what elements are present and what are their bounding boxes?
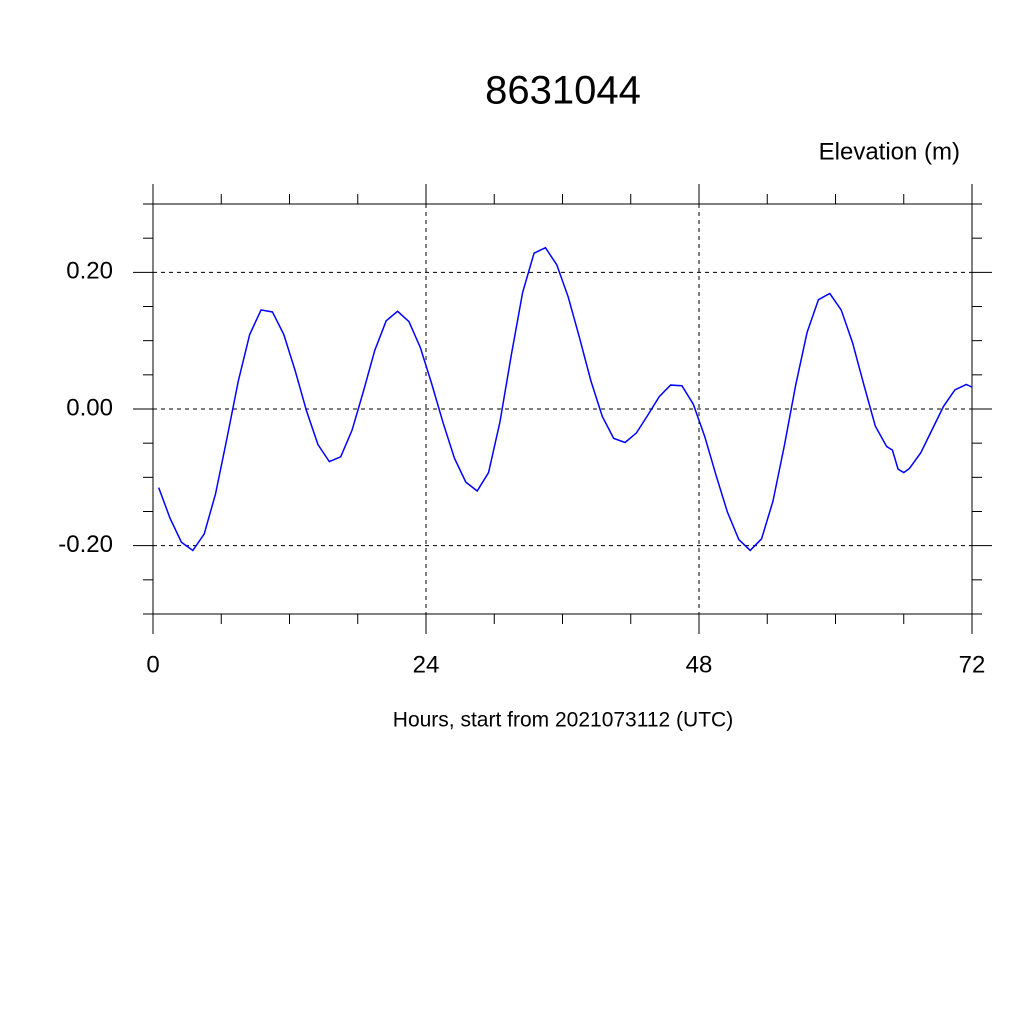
y-tick-label: 0.00 — [66, 394, 113, 421]
y-tick-label: 0.20 — [66, 258, 113, 285]
x-tick-label: 0 — [146, 651, 159, 678]
x-tick-label: 48 — [686, 651, 713, 678]
y-tick-label: -0.20 — [58, 531, 113, 558]
x-axis-label: Hours, start from 2021073112 (UTC) — [393, 709, 733, 732]
x-tick-label: 24 — [413, 651, 440, 678]
data-line — [157, 246, 973, 552]
chart-title: 8631044 — [485, 69, 641, 113]
y-axis-label: Elevation (m) — [819, 138, 960, 165]
x-tick-label: 72 — [959, 651, 986, 678]
